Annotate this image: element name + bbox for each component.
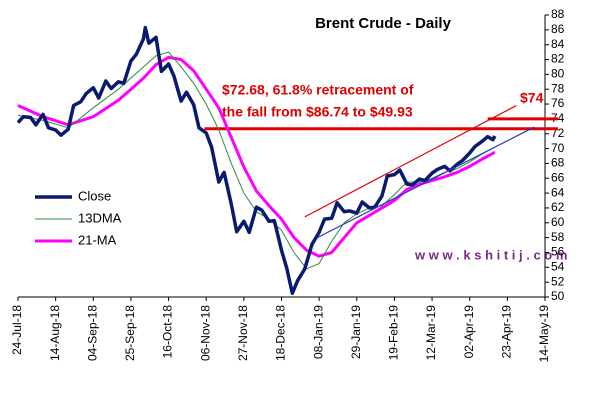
x-tick-label: 23-Apr-19 — [500, 305, 514, 359]
y-tick-label: 66 — [551, 170, 565, 184]
x-tick-label: 25-Sep-18 — [123, 305, 137, 361]
y-tick-label: 64 — [551, 185, 565, 199]
y-tick-label: 70 — [551, 141, 565, 155]
annotation-box — [218, 80, 468, 124]
annotation: $72.68, 61.8% retracement of — [222, 82, 414, 98]
watermark: w w w . k s h i t i j . c o m — [414, 247, 567, 262]
y-tick-label: 54 — [551, 259, 565, 273]
x-tick-label: 14-Aug-18 — [48, 305, 62, 361]
y-tick-label: 62 — [551, 200, 565, 214]
legend-label: 13DMA — [78, 210, 122, 225]
x-tick-label: 19-Feb-19 — [387, 305, 401, 361]
y-tick-label: 50 — [551, 289, 565, 303]
y-tick-label: 78 — [551, 81, 565, 95]
trend-line — [304, 105, 517, 218]
y-tick-label: 88 — [551, 7, 565, 21]
x-tick-label: 29-Jan-19 — [349, 305, 363, 359]
y-tick-label: 58 — [551, 230, 565, 244]
y-tick-label: 56 — [551, 245, 565, 259]
y-tick-label: 80 — [551, 67, 565, 81]
y-tick-label: 60 — [551, 215, 565, 229]
x-tick-label: 12-Mar-19 — [424, 305, 438, 361]
y-tick-label: 76 — [551, 96, 565, 110]
series-line — [16, 25, 497, 296]
y-tick-label: 52 — [551, 274, 565, 288]
y-tick-label: 86 — [551, 22, 565, 36]
y-tick-label: 68 — [551, 156, 565, 170]
x-tick-label: 24-Jul-18 — [10, 305, 24, 355]
trend-line — [317, 126, 535, 239]
x-tick-label: 27-Nov-18 — [236, 305, 250, 361]
x-tick-label: 04-Sep-18 — [85, 305, 99, 361]
x-tick-label: 16-Oct-18 — [161, 305, 175, 359]
legend-label: Close — [78, 188, 111, 203]
chart-title: Brent Crude - Daily — [315, 15, 452, 32]
x-tick-label: 14-May-19 — [537, 305, 551, 363]
annotation: $74 — [520, 90, 544, 106]
y-tick-label: 84 — [551, 37, 565, 51]
legend-label: 21-MA — [78, 232, 117, 247]
annotation: the fall from $86.74 to $49.93 — [222, 104, 413, 120]
x-tick-label: 06-Nov-18 — [198, 305, 212, 361]
x-tick-label: 08-Jan-19 — [311, 305, 325, 359]
x-tick-label: 18-Dec-18 — [274, 305, 288, 361]
y-tick-label: 82 — [551, 52, 565, 66]
x-tick-label: 02-Apr-19 — [462, 305, 476, 359]
